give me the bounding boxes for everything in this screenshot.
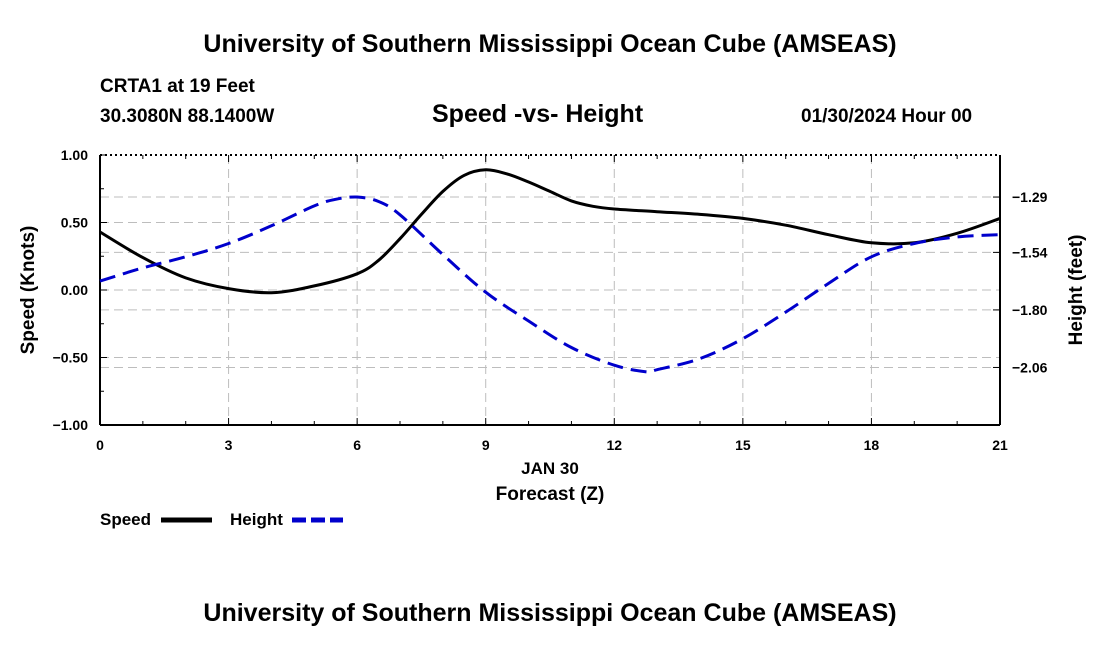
footer-title: University of Southern Mississippi Ocean… — [203, 599, 897, 627]
series — [99, 168, 1001, 374]
page-title: University of Southern Mississippi Ocean… — [203, 30, 897, 58]
x-axis-label: Forecast (Z) — [496, 484, 605, 505]
y-tick-label: −0.50 — [53, 350, 89, 366]
x-axis-date-label: JAN 30 — [521, 459, 579, 478]
speed-series-line — [99, 168, 1001, 295]
station-name: CRTA1 at 19 Feet — [100, 76, 255, 97]
height-series-line — [99, 195, 1001, 374]
x-tick-label: 12 — [606, 437, 622, 453]
y-tick-label: 0.00 — [61, 282, 88, 298]
legend: Speed Height — [100, 510, 343, 529]
chart-title: Speed -vs- Height — [432, 100, 644, 128]
x-tick-label: 6 — [353, 437, 361, 453]
y2-tick-label: −1.54 — [1012, 244, 1048, 260]
y-axis-label: Speed (Knots) — [18, 226, 39, 355]
y-tick-label: 1.00 — [61, 147, 88, 163]
grid — [100, 155, 1000, 425]
x-tick-label: 0 — [96, 437, 104, 453]
station-coordinates: 30.3080N 88.1400W — [100, 106, 275, 127]
legend-speed-label: Speed — [100, 510, 151, 529]
x-tick-label: 18 — [864, 437, 880, 453]
y-tick-label: 0.50 — [61, 215, 88, 231]
y2-axis-label: Height (feet) — [1066, 235, 1087, 346]
x-tick-label: 21 — [992, 437, 1008, 453]
y-tick-label: −1.00 — [53, 417, 89, 433]
x-tick-label: 9 — [482, 437, 490, 453]
legend-height-label: Height — [230, 510, 283, 529]
x-tick-label: 15 — [735, 437, 751, 453]
valid-time: 01/30/2024 Hour 00 — [801, 106, 973, 127]
x-tick-label: 3 — [225, 437, 233, 453]
y2-tick-label: −1.80 — [1012, 302, 1048, 318]
axes: 0 3 6 9 12 15 18 21 −1.00 −0.50 0.00 0.50 1.00 −1.29 −… — [53, 147, 1048, 453]
y2-tick-label: −1.29 — [1012, 189, 1048, 205]
y2-tick-label: −2.06 — [1012, 359, 1048, 375]
